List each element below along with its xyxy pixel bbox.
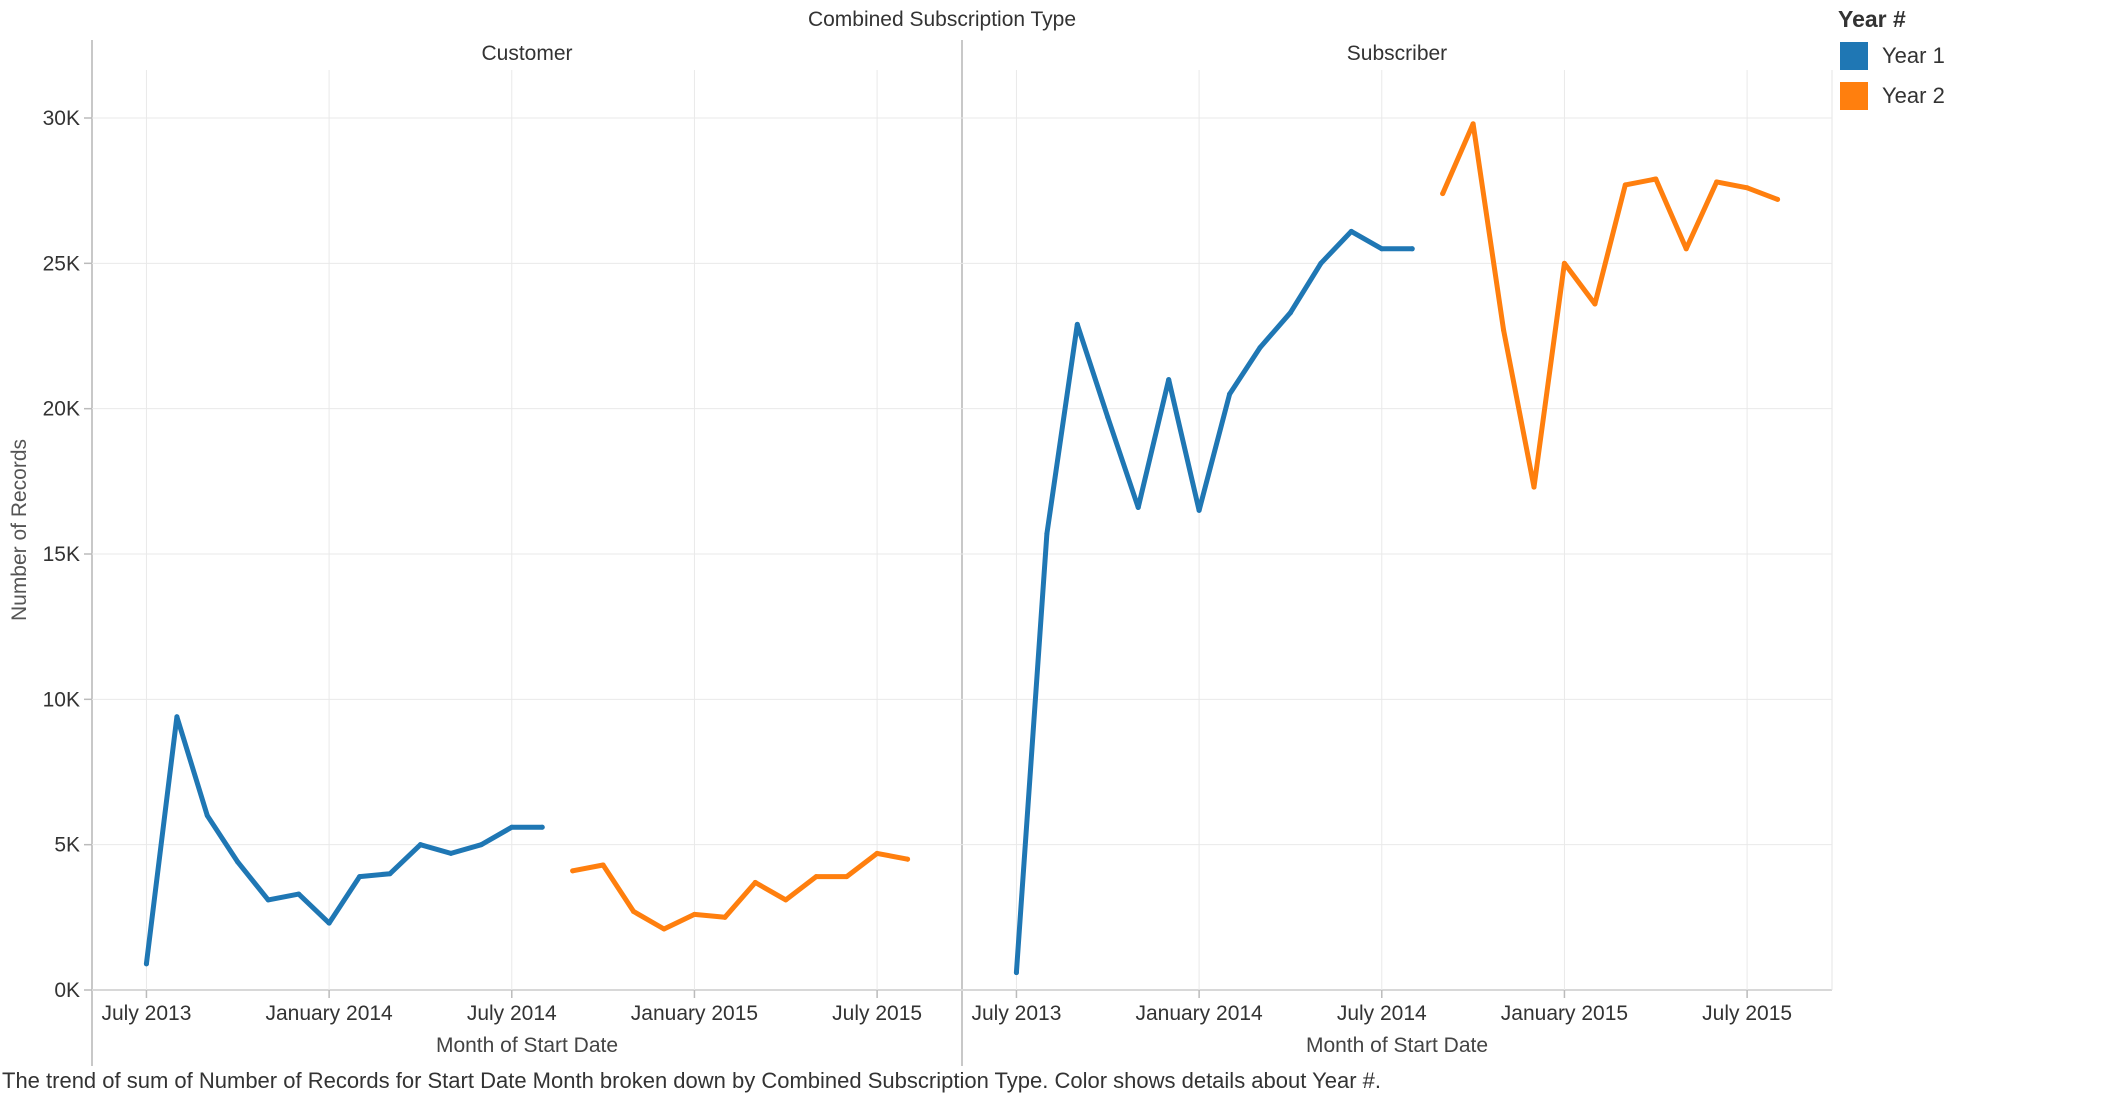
data-point-customer-year-1 [478,842,484,848]
y-tick-label: 15K [43,543,80,566]
x-tick-label: July 2013 [971,1002,1061,1025]
data-point-customer-year-2 [813,874,819,880]
x-axis-label-customer: Month of Start Date [436,1034,618,1057]
legend-swatch-year-2 [1840,82,1868,110]
data-point-customer-year-1 [265,897,271,903]
data-point-customer-year-1 [357,874,363,880]
legend-title: Year # [1838,6,1906,32]
data-point-subscriber-year-1 [1135,504,1141,510]
data-point-subscriber-year-2 [1714,179,1720,185]
legend-item-year-2[interactable]: Year 2 [1838,76,2088,116]
x-tick-label: July 2014 [467,1002,557,1025]
series-line-subscriber-year-2 [1440,121,1781,490]
data-point-customer-year-1 [143,961,149,967]
data-point-customer-year-2 [722,914,728,920]
data-point-subscriber-year-1 [1074,321,1080,327]
chart-title: Combined Subscription Type [808,8,1076,31]
data-point-customer-year-1 [539,824,545,830]
data-point-customer-year-2 [631,909,637,915]
x-axis-label-subscriber: Month of Start Date [1306,1034,1488,1057]
data-point-customer-year-1 [326,920,332,926]
x-tick-label: July 2015 [832,1002,922,1025]
y-axis-label: Number of Records [8,439,31,621]
x-tick-label: July 2015 [1702,1002,1792,1025]
chart-caption: The trend of sum of Number of Records fo… [2,1068,1381,1093]
data-point-subscriber-year-2 [1744,185,1750,191]
data-point-subscriber-year-2 [1622,182,1628,188]
x-tick-label: January 2015 [1501,1002,1628,1025]
x-tick-label: July 2014 [1337,1002,1427,1025]
data-point-customer-year-2 [752,879,758,885]
x-tick-label: January 2015 [631,1002,758,1025]
data-point-subscriber-year-2 [1653,176,1659,182]
data-point-customer-year-2 [874,850,880,856]
data-point-subscriber-year-2 [1561,260,1567,266]
y-tick-label: 30K [43,107,80,130]
data-point-subscriber-year-1 [1044,531,1050,537]
data-point-subscriber-year-1 [1409,246,1415,252]
data-point-subscriber-year-2 [1775,196,1781,202]
data-point-subscriber-year-1 [1105,414,1111,420]
data-point-subscriber-year-1 [1318,260,1324,266]
data-point-subscriber-year-2 [1531,484,1537,490]
data-point-customer-year-2 [783,897,789,903]
data-point-customer-year-2 [691,911,697,917]
x-tick-label: July 2013 [101,1002,191,1025]
data-point-subscriber-year-1 [1166,377,1172,383]
data-point-subscriber-year-1 [1227,391,1233,397]
data-point-customer-year-1 [417,842,423,848]
data-point-customer-year-1 [509,824,515,830]
data-point-customer-year-2 [905,856,911,862]
data-point-subscriber-year-1 [1379,246,1385,252]
data-point-customer-year-2 [600,862,606,868]
data-point-customer-year-1 [387,871,393,877]
series-line-customer-year-2 [570,850,911,932]
y-tick-label: 25K [43,252,80,275]
data-point-subscriber-year-2 [1501,327,1507,333]
legend-item-year-1[interactable]: Year 1 [1838,36,2088,76]
data-point-customer-year-1 [235,859,241,865]
data-point-customer-year-2 [661,926,667,932]
x-tick-label: January 2014 [265,1002,393,1025]
series-line-subscriber-year-1 [1013,228,1415,976]
data-point-customer-year-2 [844,874,850,880]
y-tick-label: 5K [54,834,80,857]
data-point-subscriber-year-1 [1196,507,1202,513]
data-point-subscriber-year-1 [1287,310,1293,316]
data-point-customer-year-1 [204,813,210,819]
series-line-customer-year-1 [143,714,545,967]
data-point-subscriber-year-2 [1470,121,1476,127]
y-tick-label: 20K [43,398,80,421]
data-point-subscriber-year-1 [1348,228,1354,234]
data-point-subscriber-year-1 [1257,345,1263,351]
data-point-subscriber-year-2 [1440,191,1446,197]
data-point-customer-year-2 [570,868,576,874]
legend: Year # Year 1 Year 2 [1838,2,2088,116]
y-tick-label: 10K [43,688,80,711]
panel-header-customer: Customer [481,42,572,65]
data-point-subscriber-year-1 [1013,970,1019,976]
x-tick-label: January 2014 [1135,1002,1263,1025]
panel-header-subscriber: Subscriber [1347,42,1447,65]
data-point-subscriber-year-2 [1683,246,1689,252]
data-point-customer-year-1 [448,850,454,856]
y-tick-label: 0K [54,979,80,1002]
legend-label-year-1: Year 1 [1882,43,1945,68]
data-point-customer-year-1 [296,891,302,897]
legend-swatch-year-1 [1840,42,1868,70]
legend-label-year-2: Year 2 [1882,83,1945,108]
data-point-customer-year-1 [174,714,180,720]
data-point-subscriber-year-2 [1592,301,1598,307]
